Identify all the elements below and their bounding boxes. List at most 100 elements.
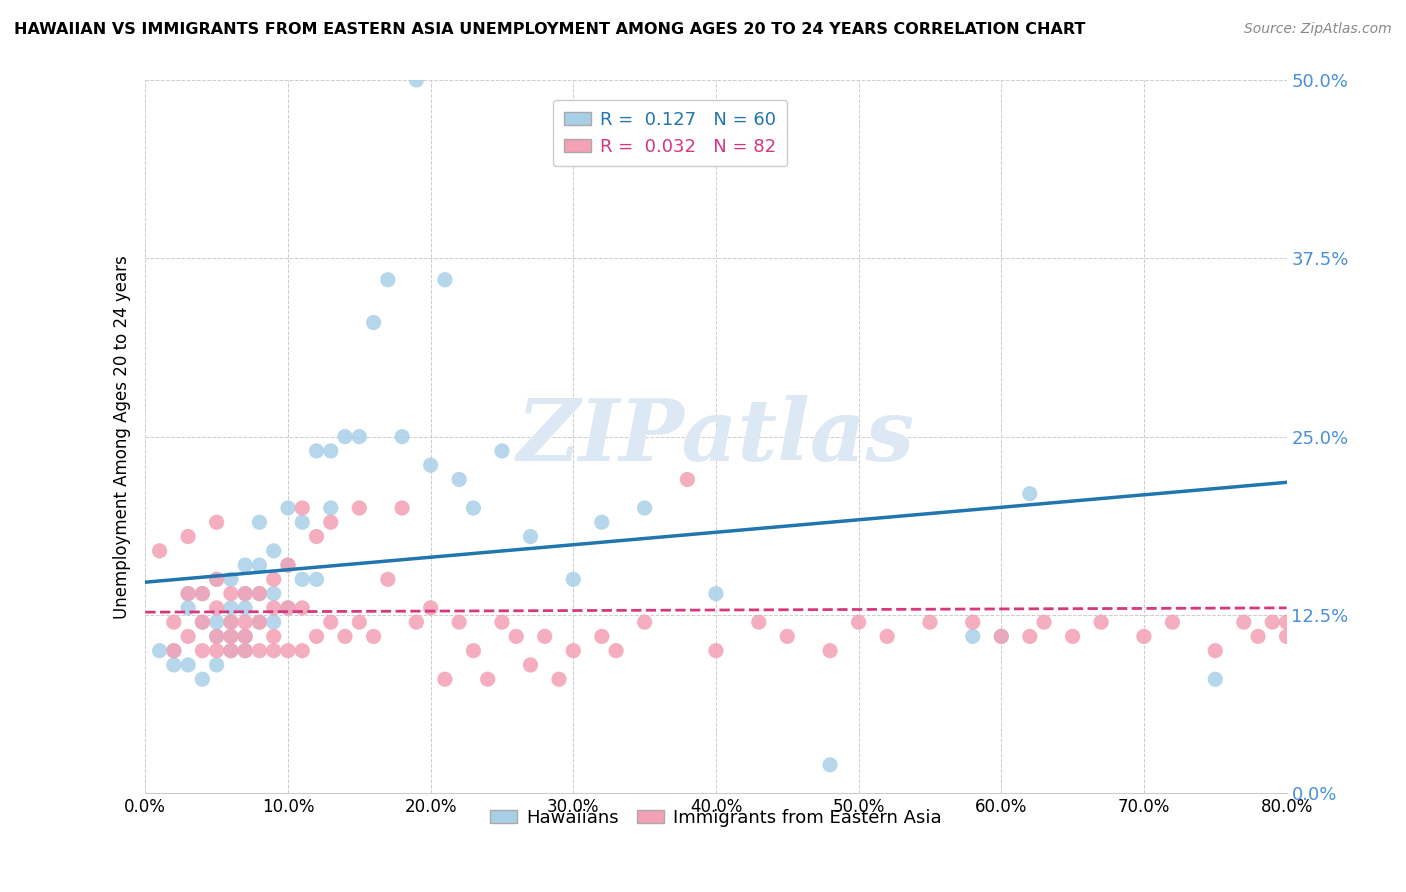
Point bbox=[291, 516, 314, 530]
Point bbox=[449, 473, 471, 487]
Point bbox=[633, 501, 655, 516]
Point bbox=[818, 643, 841, 657]
Point bbox=[562, 643, 585, 657]
Point bbox=[1204, 672, 1226, 686]
Point bbox=[1018, 487, 1040, 501]
Point bbox=[249, 615, 271, 629]
Point bbox=[205, 657, 228, 672]
Point bbox=[291, 572, 314, 586]
Point bbox=[1261, 615, 1284, 629]
Point bbox=[249, 516, 271, 530]
Point bbox=[519, 657, 541, 672]
Point bbox=[591, 516, 613, 530]
Point bbox=[305, 529, 328, 543]
Point bbox=[191, 643, 214, 657]
Point bbox=[776, 629, 799, 643]
Point bbox=[305, 444, 328, 458]
Point bbox=[277, 558, 299, 572]
Point bbox=[1090, 615, 1112, 629]
Point bbox=[277, 643, 299, 657]
Point bbox=[1247, 629, 1270, 643]
Point bbox=[219, 586, 242, 600]
Point bbox=[1275, 629, 1298, 643]
Point bbox=[419, 458, 441, 473]
Point bbox=[205, 600, 228, 615]
Point bbox=[1018, 629, 1040, 643]
Point bbox=[233, 643, 256, 657]
Point bbox=[263, 586, 285, 600]
Text: Source: ZipAtlas.com: Source: ZipAtlas.com bbox=[1244, 22, 1392, 37]
Point bbox=[233, 629, 256, 643]
Point bbox=[918, 615, 941, 629]
Point bbox=[205, 629, 228, 643]
Point bbox=[291, 600, 314, 615]
Point bbox=[391, 430, 413, 444]
Point bbox=[233, 629, 256, 643]
Point bbox=[219, 629, 242, 643]
Point bbox=[363, 629, 385, 643]
Point bbox=[319, 501, 342, 516]
Point bbox=[990, 629, 1012, 643]
Point bbox=[233, 615, 256, 629]
Point bbox=[205, 629, 228, 643]
Point bbox=[291, 501, 314, 516]
Point bbox=[319, 516, 342, 530]
Point bbox=[177, 629, 200, 643]
Point bbox=[704, 586, 727, 600]
Point bbox=[277, 558, 299, 572]
Point bbox=[163, 643, 186, 657]
Point bbox=[305, 572, 328, 586]
Point bbox=[419, 600, 441, 615]
Point bbox=[748, 615, 770, 629]
Point bbox=[191, 672, 214, 686]
Point bbox=[333, 430, 356, 444]
Point bbox=[562, 572, 585, 586]
Point bbox=[219, 600, 242, 615]
Point bbox=[205, 516, 228, 530]
Point bbox=[377, 273, 399, 287]
Point bbox=[148, 643, 170, 657]
Point bbox=[433, 273, 456, 287]
Point bbox=[676, 473, 699, 487]
Point bbox=[1233, 615, 1256, 629]
Point bbox=[205, 572, 228, 586]
Point bbox=[263, 629, 285, 643]
Point bbox=[349, 501, 371, 516]
Point bbox=[1033, 615, 1056, 629]
Point bbox=[219, 572, 242, 586]
Point bbox=[1062, 629, 1084, 643]
Point bbox=[163, 657, 186, 672]
Point bbox=[449, 615, 471, 629]
Point bbox=[519, 529, 541, 543]
Point bbox=[219, 615, 242, 629]
Point bbox=[263, 572, 285, 586]
Point bbox=[477, 672, 499, 686]
Point bbox=[219, 643, 242, 657]
Point bbox=[263, 600, 285, 615]
Point bbox=[191, 615, 214, 629]
Point bbox=[249, 558, 271, 572]
Point bbox=[177, 586, 200, 600]
Point bbox=[263, 543, 285, 558]
Point bbox=[591, 629, 613, 643]
Point bbox=[319, 615, 342, 629]
Point bbox=[491, 615, 513, 629]
Point bbox=[704, 643, 727, 657]
Point bbox=[333, 629, 356, 643]
Point bbox=[249, 586, 271, 600]
Point bbox=[548, 672, 571, 686]
Point bbox=[177, 657, 200, 672]
Legend: Hawaiians, Immigrants from Eastern Asia: Hawaiians, Immigrants from Eastern Asia bbox=[482, 802, 949, 834]
Point bbox=[191, 615, 214, 629]
Point bbox=[177, 600, 200, 615]
Point bbox=[1275, 615, 1298, 629]
Text: HAWAIIAN VS IMMIGRANTS FROM EASTERN ASIA UNEMPLOYMENT AMONG AGES 20 TO 24 YEARS : HAWAIIAN VS IMMIGRANTS FROM EASTERN ASIA… bbox=[14, 22, 1085, 37]
Point bbox=[491, 444, 513, 458]
Point bbox=[990, 629, 1012, 643]
Point bbox=[148, 543, 170, 558]
Point bbox=[191, 586, 214, 600]
Point bbox=[463, 643, 485, 657]
Point bbox=[505, 629, 527, 643]
Point bbox=[163, 615, 186, 629]
Point bbox=[349, 430, 371, 444]
